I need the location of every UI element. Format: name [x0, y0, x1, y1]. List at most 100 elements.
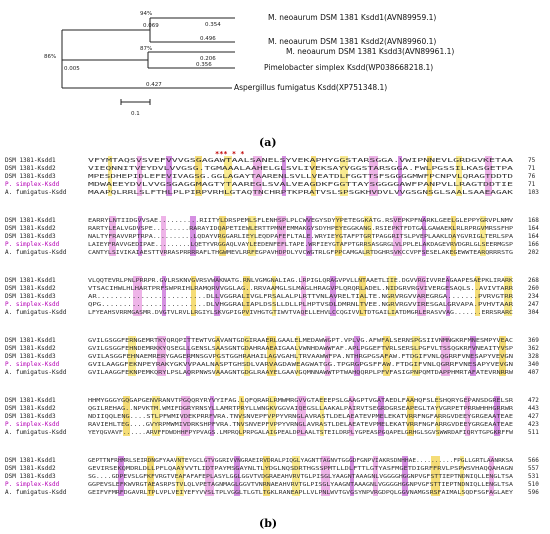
conservation-highlight [451, 224, 456, 232]
conservation-highlight [320, 404, 324, 412]
panel-a-label: (a) [259, 136, 277, 149]
sequence-position: 304 [528, 309, 539, 316]
conservation-highlight [176, 464, 184, 472]
sequence-position: 340 [528, 361, 539, 368]
conservation-highlight [292, 480, 300, 488]
conservation-highlight [263, 464, 270, 472]
conservation-highlight [325, 368, 330, 376]
sequence-residues: CANTYLSIVIKAIAESTTVRRASPRRRRAFLTHGWMEVLR… [88, 250, 513, 256]
conservation-highlight [489, 456, 494, 464]
sequence-residues: GEPTTNFRHMRLSEIRDNGFYAAVNTEYGCLGTVGGRIVV… [88, 458, 514, 464]
conservation-highlight [306, 240, 312, 248]
sequence-position: 103 [528, 189, 539, 196]
conservation-highlight [480, 248, 486, 256]
conservation-highlight [388, 284, 396, 292]
conservation-highlight [321, 456, 330, 464]
conservation-highlight [451, 248, 456, 256]
conservation-highlight [373, 456, 378, 464]
sequence-residues: RARTYLEALVGDVSPE.........RARAYIDQAPETIEW… [88, 226, 514, 232]
conservation-highlight [388, 308, 396, 316]
conservation-highlight [176, 480, 184, 488]
sequence-position: 531 [528, 473, 539, 480]
sequence-name: P. simplex-Ksdd [5, 361, 60, 368]
conservation-highlight [108, 188, 112, 196]
sequence-name: A. fumigatus-Ksdd [5, 249, 67, 256]
sequence-position: 423 [528, 421, 539, 428]
conservation-highlight [422, 232, 426, 240]
conservation-highlight [166, 188, 172, 196]
conservation-highlight [277, 224, 286, 232]
conservation-highlight [330, 284, 336, 292]
conservation-highlight [243, 300, 250, 308]
conservation-highlight [460, 488, 464, 496]
conservation-highlight [330, 308, 336, 316]
conservation-highlight [427, 164, 432, 172]
sequence-position: 75 [528, 157, 536, 164]
sequence-residues: GGPEVSLEFKWVRGTAEASRPSTVLQLVPETAGNMAGLGG… [88, 482, 514, 488]
conservation-highlight [214, 308, 220, 316]
conservation-highlight [157, 352, 166, 360]
sequence-position: 164 [528, 233, 539, 240]
conservation-highlight [412, 368, 420, 376]
conservation-highlight [480, 216, 486, 224]
conservation-highlight [267, 368, 276, 376]
conservation-highlight [239, 428, 244, 436]
conservation-highlight [494, 404, 500, 412]
conservation-highlight [306, 248, 312, 256]
sequence-residues: GEVIRSEKQMDRLDLLPFLQAAYVVTLIDTPAYMSGAYNL… [88, 466, 513, 472]
conservation-highlight [460, 456, 464, 464]
sequence-residues: SG....GDPEVSLGFKFVRGTVEAFAFAFEPLASYLGGLG… [88, 474, 514, 480]
conservation-highlight [350, 488, 354, 496]
conservation-highlight [181, 428, 190, 436]
conservation-highlight [489, 464, 494, 472]
conservation-highlight [451, 240, 456, 248]
sequence-name: DSM 1381-Ksdd3 [5, 413, 56, 420]
conservation-highlight [118, 464, 124, 472]
conservation-highlight [234, 480, 240, 488]
branch-length: 0.496 [200, 36, 216, 42]
conservation-highlight [191, 292, 196, 300]
conservation-highlight [181, 420, 190, 428]
conservation-highlight [311, 156, 316, 164]
sequence-position: 202 [528, 249, 539, 256]
sequence-name: A. fumigatus-Ksdd [5, 369, 67, 376]
conservation-highlight [388, 292, 396, 300]
conservation-highlight [441, 352, 450, 360]
conservation-highlight [205, 456, 214, 464]
conservation-highlight [186, 344, 190, 352]
conservation-highlight [263, 472, 270, 480]
conservation-highlight [402, 464, 408, 472]
conservation-highlight [253, 172, 262, 180]
conservation-highlight [359, 292, 366, 300]
conservation-highlight [446, 292, 450, 300]
sequence-name: DSM 1381-Ksdd2 [5, 345, 56, 352]
conservation-highlight [475, 284, 480, 292]
conservation-highlight [244, 368, 250, 376]
conservation-highlight [311, 188, 316, 196]
sequence-residues: GVILAAGGFEKNPEYRAKYGKVVPAALNASPTGHSDLVAR… [88, 362, 513, 368]
sequence-position: 234 [528, 293, 539, 300]
conservation-highlight [239, 412, 244, 420]
conservation-highlight [340, 156, 348, 164]
conservation-highlight [431, 480, 440, 488]
tree-numbers: 94% 87% 86% 0.354 0.069 0.496 0.206 0.35… [44, 11, 221, 88]
conservation-highlight [137, 156, 142, 164]
conservation-highlight [248, 232, 256, 240]
conservation-highlight [364, 224, 372, 232]
conservation-highlight [195, 164, 202, 172]
conservation-highlight [191, 276, 196, 284]
sequence-name: DSM 1381-Ksdd3 [5, 173, 56, 180]
conservation-highlight [301, 300, 306, 308]
conservation-highlight [108, 180, 112, 188]
conservation-highlight [268, 396, 276, 404]
sequence-position: 443 [528, 405, 539, 412]
sequence-residues: MDWAEEYDVLVVGSGAGGMAGTYTAAREGLSVALVEAGDK… [88, 182, 513, 188]
conservation-highlight [147, 480, 154, 488]
conservation-highlight [350, 456, 354, 464]
conservation-highlight [224, 164, 232, 172]
sequence-position: 168 [528, 217, 539, 224]
conservation-highlight [133, 276, 142, 284]
conservation-highlight [330, 292, 336, 300]
conservation-highlight [364, 240, 372, 248]
conservation-highlight [157, 368, 166, 376]
